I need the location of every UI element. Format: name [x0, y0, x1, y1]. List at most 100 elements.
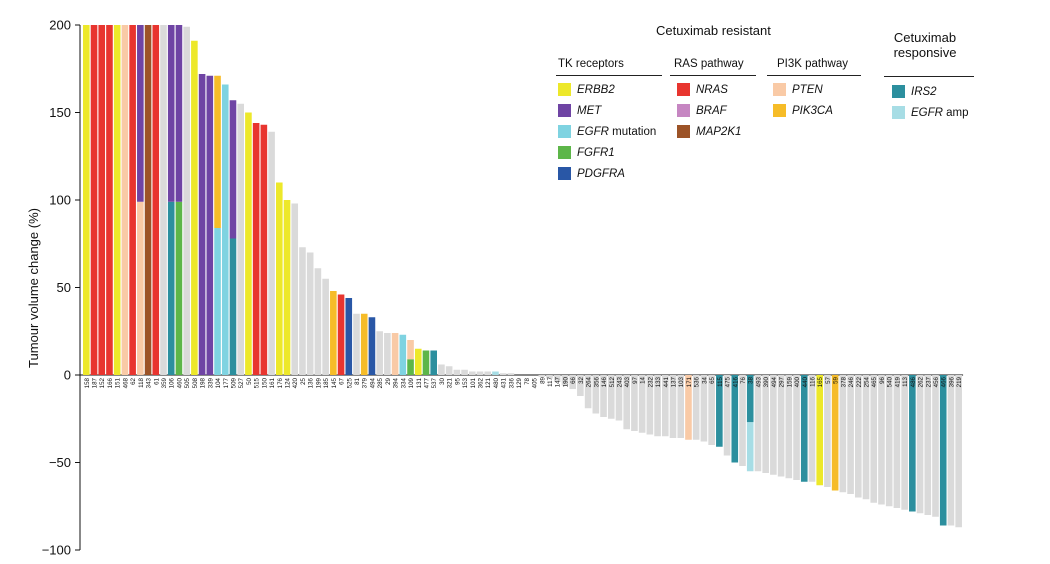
bar-s515 — [252, 123, 260, 375]
bar-s95 — [453, 369, 461, 375]
bar-s158 — [83, 25, 90, 375]
x-tick-label: 475 — [725, 376, 732, 387]
x-tick-label: 237 — [925, 376, 932, 387]
bar-s540 — [885, 375, 893, 507]
x-tick-label: 117 — [547, 376, 554, 386]
x-tick-label: 246 — [848, 376, 855, 387]
bar-s378 — [839, 375, 847, 493]
x-tick-label: 190 — [562, 376, 569, 387]
x-tick-label: 136 — [308, 377, 315, 388]
x-tick-label: 431 — [501, 377, 508, 388]
x-tick-label: 465 — [871, 376, 878, 387]
x-tick-label: 171 — [686, 376, 693, 387]
x-tick-label: 505 — [184, 377, 191, 388]
bar-s508 — [191, 40, 198, 375]
x-tick-label: 396 — [948, 376, 955, 387]
x-tick-label: 129 — [516, 377, 523, 388]
x-tick-label: 150 — [261, 377, 268, 388]
bar-s396 — [947, 375, 955, 526]
x-tick-label: 131 — [416, 377, 423, 388]
x-tick-label: 161 — [269, 377, 276, 388]
bar-s151 — [113, 25, 121, 375]
x-tick-label: 187 — [92, 377, 99, 388]
legend-swatch — [677, 83, 690, 96]
x-tick-label: 219 — [956, 376, 963, 387]
bar-s59 — [831, 375, 839, 491]
x-tick-label: 440 — [802, 376, 809, 387]
bar-s118-seg1 — [137, 25, 144, 202]
bar-s243 — [615, 375, 623, 421]
x-tick-label: 232 — [647, 376, 654, 387]
bar-s38-seg1 — [746, 422, 754, 472]
legend-item-tk-4: PDGFRA — [558, 167, 625, 180]
x-tick-label: 416 — [732, 376, 739, 387]
x-tick-label: 95 — [454, 377, 461, 384]
bar-s246 — [847, 375, 854, 494]
legend-swatch — [558, 83, 571, 96]
x-tick-label: 480 — [493, 377, 500, 388]
bar-s525 — [345, 298, 353, 375]
x-tick-label: 477 — [423, 377, 430, 388]
x-tick-label: 116 — [809, 376, 816, 386]
x-tick-label: 264 — [586, 376, 593, 387]
x-tick-label: 57 — [825, 376, 832, 383]
legend-swatch — [558, 125, 571, 138]
x-tick-label: 441 — [663, 376, 670, 387]
bar-s390 — [762, 375, 769, 473]
legend-label: MET — [577, 104, 602, 117]
legend-label: BRAF — [696, 104, 727, 117]
bar-s199 — [314, 268, 322, 375]
legend-item-tk-2: EGFR mutation — [558, 125, 656, 138]
bar-s153 — [461, 369, 468, 375]
x-tick-label: 456 — [933, 376, 940, 387]
legend-item-tk-3: FGFR1 — [558, 146, 615, 159]
x-tick-label: 420 — [292, 377, 299, 388]
x-tick-label: 76 — [740, 376, 747, 383]
bar-s109-seg0 — [407, 359, 414, 375]
bar-s477 — [422, 350, 430, 375]
bar-s359 — [160, 25, 167, 375]
bar-s136 — [306, 252, 314, 375]
bar-s118-seg0 — [137, 201, 144, 375]
legend-item-pi3k-0: PTEN — [773, 83, 823, 96]
x-tick-label: 146 — [601, 376, 608, 387]
x-tick-label: 115 — [717, 376, 724, 386]
bar-s494b — [770, 375, 777, 475]
legend-label-suffix: amp — [942, 106, 969, 119]
bar-s185 — [322, 278, 329, 375]
bar-s57 — [824, 375, 831, 487]
x-tick-label: 121 — [485, 377, 492, 388]
legend-label: PIK3CA — [792, 104, 833, 117]
x-tick-label: 97 — [632, 376, 639, 383]
bar-s109-seg1 — [407, 340, 414, 360]
bars — [83, 25, 962, 528]
legend-label: MAP2K1 — [696, 125, 742, 138]
legend-swatch — [558, 104, 571, 117]
legend-label: ERBB2 — [577, 83, 615, 96]
legend-label: EGFR — [577, 125, 609, 138]
legend-responsive-title: Cetuximab responsive — [893, 30, 957, 60]
legend-label-suffix: mutation — [608, 125, 657, 138]
bar-s32 — [577, 375, 584, 396]
legend-tk-title: TK receptors — [558, 58, 624, 70]
x-tick-label: 321 — [447, 377, 454, 388]
bar-s219 — [955, 375, 962, 528]
bar-s232 — [646, 375, 654, 435]
bar-s465 — [870, 375, 878, 503]
bar-s466 — [939, 375, 947, 526]
x-tick-label: 104 — [215, 377, 222, 388]
x-tick-label: 66 — [570, 376, 577, 383]
bar-s190 — [561, 375, 569, 386]
bar-s187 — [90, 25, 98, 375]
bar-s285 — [376, 331, 383, 375]
bar-s103 — [677, 375, 685, 438]
x-tick-label: 394 — [393, 377, 400, 388]
x-tick-label: 378 — [840, 376, 847, 387]
bar-s106-seg0 — [167, 201, 175, 375]
x-tick-label: 460 — [176, 377, 183, 388]
bar-s509-seg0 — [229, 238, 237, 375]
x-tick-label: 152 — [99, 377, 106, 388]
x-tick-label: 59 — [833, 376, 840, 383]
legend-item-resp-1: EGFR amp — [892, 106, 969, 119]
x-tick-label: 243 — [616, 376, 623, 387]
